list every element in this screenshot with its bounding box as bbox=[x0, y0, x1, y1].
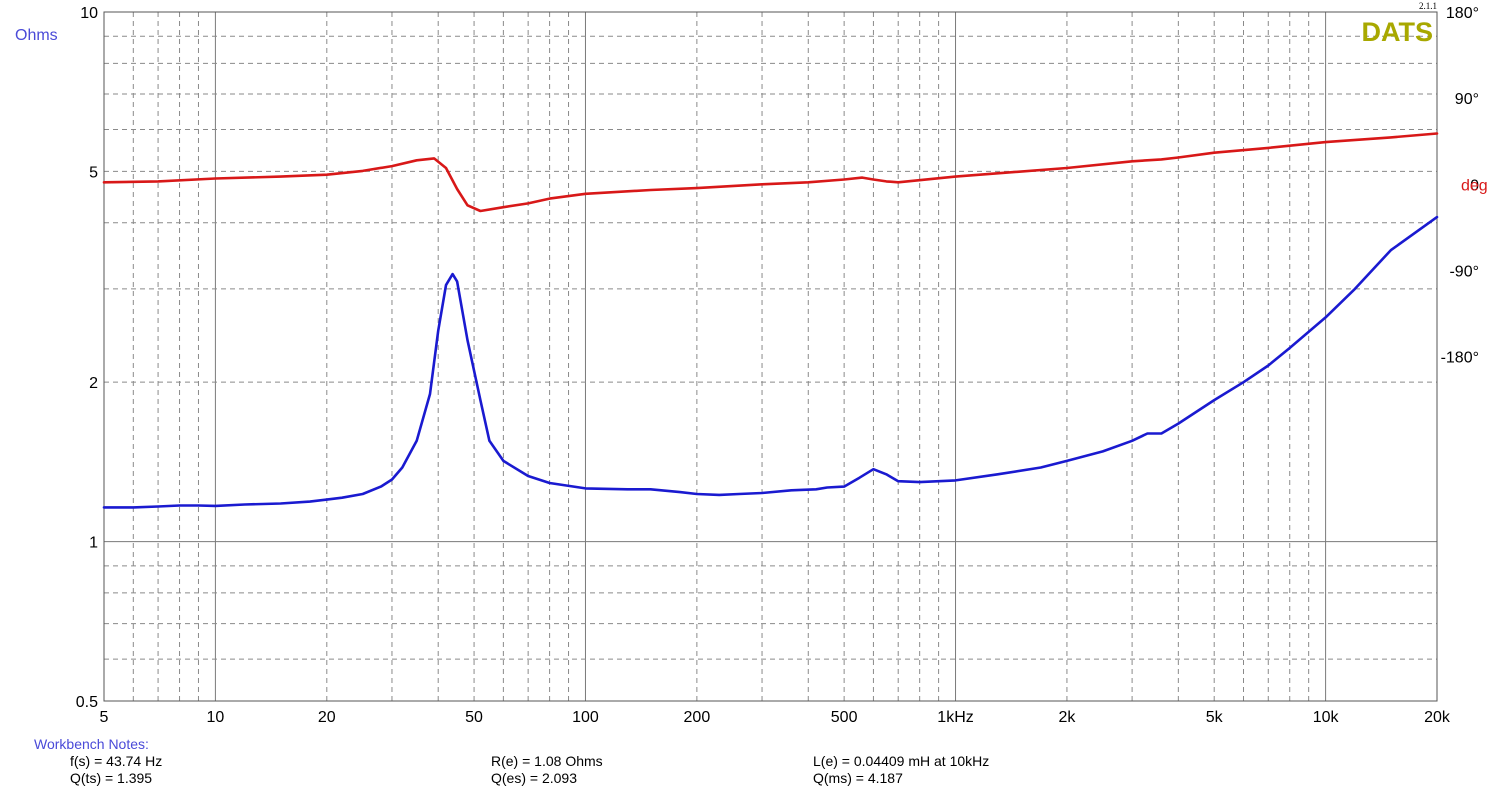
y-left-tick-label: 5 bbox=[89, 164, 98, 181]
y-left-tick-label: 1 bbox=[89, 535, 98, 552]
y-left-tick-label: 0.5 bbox=[76, 694, 98, 711]
y-right-tick-label: 180° bbox=[1446, 5, 1479, 22]
x-tick-label: 2k bbox=[1058, 709, 1076, 726]
note-re: R(e) = 1.08 Ohms bbox=[491, 753, 603, 769]
y-right-tick-label: -180° bbox=[1441, 350, 1479, 367]
version-label: 2.1.1 bbox=[1419, 1, 1437, 11]
x-tick-label: 20k bbox=[1424, 709, 1451, 726]
impedance-curve bbox=[102, 215, 1439, 509]
dats-logo: DATS bbox=[1362, 17, 1434, 47]
x-tick-label: 1kHz bbox=[937, 709, 973, 726]
y-left-tick-label: 2 bbox=[89, 375, 98, 392]
note-qms: Q(ms) = 4.187 bbox=[813, 770, 903, 786]
impedance-phase-chart: 5 10 20 50 100 200 500 1kHz 2k 5k 10k 20k 10 5 2 1 0.5 Oh… bbox=[15, 1, 1488, 726]
note-le: L(e) = 0.04409 mH at 10kHz bbox=[813, 753, 990, 769]
note-fs: f(s) = 43.74 Hz bbox=[70, 753, 163, 769]
x-tick-label: 50 bbox=[465, 709, 483, 726]
x-tick-label: 500 bbox=[831, 709, 858, 726]
x-tick-label: 10 bbox=[207, 709, 225, 726]
phase-curve bbox=[102, 132, 1439, 213]
y-right-tick-label: -90° bbox=[1449, 263, 1479, 280]
y-right-axis-label: deg bbox=[1461, 177, 1488, 194]
x-tick-label: 20 bbox=[318, 709, 336, 726]
note-qes: Q(es) = 2.093 bbox=[491, 770, 577, 786]
workbench-notes-title: Workbench Notes: bbox=[34, 736, 149, 752]
x-tick-label: 5k bbox=[1206, 709, 1224, 726]
x-tick-label: 200 bbox=[684, 709, 711, 726]
plot-frame bbox=[103, 11, 1438, 702]
note-qts: Q(ts) = 1.395 bbox=[70, 770, 153, 786]
y-left-tick-label: 10 bbox=[80, 5, 98, 22]
y-right-tick-label: 0 bbox=[1470, 177, 1479, 194]
y-right-tick-label: 90° bbox=[1455, 91, 1479, 108]
x-tick-label: 5 bbox=[100, 709, 109, 726]
y-left-axis-label: Ohms bbox=[15, 27, 58, 44]
x-tick-label: 10k bbox=[1313, 709, 1340, 726]
x-tick-label: 100 bbox=[572, 709, 599, 726]
plot-area bbox=[104, 12, 1437, 701]
